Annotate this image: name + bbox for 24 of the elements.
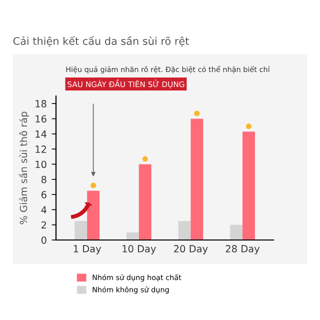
x-tick-label: 28 Day — [226, 245, 260, 254]
bar — [230, 224, 243, 240]
y-tick-label: 0 — [41, 236, 46, 244]
bar — [87, 190, 100, 240]
y-tick-label: 14 — [36, 130, 46, 138]
bar — [138, 164, 152, 240]
y-tick-label: 16 — [36, 115, 46, 123]
bar — [126, 232, 139, 240]
y-tick-label: 10 — [36, 160, 46, 168]
y-tick-label: 8 — [41, 176, 46, 184]
bar — [178, 221, 191, 240]
y-tick-label: 6 — [41, 191, 46, 198]
bar — [190, 118, 204, 240]
bar — [242, 132, 255, 240]
x-tick-label: 1 Day — [74, 245, 102, 254]
chart-title: Cải thiện kết cấu da sần sùi rõ rệt — [13, 36, 189, 47]
bar — [74, 221, 88, 240]
y-tick-label: 12 — [36, 146, 46, 153]
x-tick-label: 20 Day — [174, 245, 208, 254]
y-tick-label: 2 — [42, 221, 46, 229]
x-tick-label: 10 Day — [122, 245, 156, 254]
y-axis-title: % Giảm sần sùi thô ráp — [18, 112, 30, 224]
y-tick-label: 4 — [41, 206, 46, 214]
y-tick-label: 18 — [36, 100, 46, 108]
